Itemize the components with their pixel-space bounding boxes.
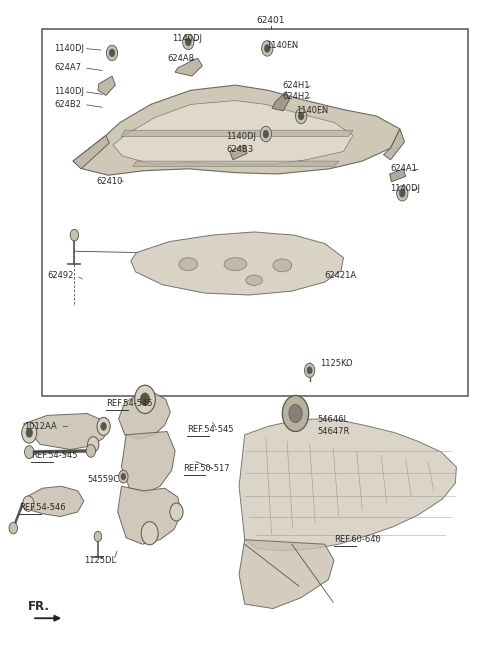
Text: 54559C: 54559C bbox=[87, 475, 119, 484]
Polygon shape bbox=[121, 432, 175, 493]
Text: 54646L: 54646L bbox=[318, 415, 349, 424]
Circle shape bbox=[396, 185, 408, 201]
Circle shape bbox=[86, 444, 96, 457]
Text: 1140DJ: 1140DJ bbox=[172, 34, 202, 43]
Circle shape bbox=[289, 405, 302, 422]
Circle shape bbox=[9, 522, 17, 534]
Text: REF.54-545: REF.54-545 bbox=[106, 399, 153, 409]
Polygon shape bbox=[118, 486, 181, 544]
Polygon shape bbox=[131, 232, 344, 295]
Circle shape bbox=[121, 473, 126, 480]
Text: 624H1: 624H1 bbox=[282, 81, 310, 89]
Text: FR.: FR. bbox=[28, 600, 50, 613]
Circle shape bbox=[296, 108, 307, 124]
Text: 62401: 62401 bbox=[256, 16, 285, 24]
Circle shape bbox=[140, 393, 150, 406]
Text: 1140DJ: 1140DJ bbox=[54, 44, 84, 53]
Circle shape bbox=[304, 363, 315, 377]
Circle shape bbox=[22, 422, 37, 443]
Circle shape bbox=[260, 126, 272, 142]
Circle shape bbox=[109, 49, 115, 57]
Text: 1140DJ: 1140DJ bbox=[391, 184, 420, 193]
Text: 1125DL: 1125DL bbox=[84, 556, 116, 565]
Text: 624B2: 624B2 bbox=[54, 100, 81, 109]
Circle shape bbox=[170, 503, 183, 521]
Text: REF.54-545: REF.54-545 bbox=[187, 425, 234, 434]
Circle shape bbox=[70, 229, 79, 241]
Polygon shape bbox=[24, 413, 108, 449]
Polygon shape bbox=[239, 539, 334, 608]
Ellipse shape bbox=[273, 259, 292, 272]
Circle shape bbox=[299, 112, 304, 120]
Polygon shape bbox=[272, 91, 289, 111]
Circle shape bbox=[307, 367, 312, 374]
Circle shape bbox=[97, 417, 110, 436]
Polygon shape bbox=[133, 161, 339, 166]
Polygon shape bbox=[239, 419, 456, 551]
Circle shape bbox=[262, 41, 273, 56]
Ellipse shape bbox=[179, 258, 198, 271]
Circle shape bbox=[87, 437, 99, 452]
Text: REF.60-640: REF.60-640 bbox=[334, 535, 381, 544]
Text: 54647R: 54647R bbox=[318, 427, 350, 436]
Circle shape bbox=[24, 445, 34, 459]
Circle shape bbox=[23, 496, 34, 511]
Text: 62492: 62492 bbox=[47, 271, 73, 280]
Circle shape bbox=[185, 38, 191, 46]
Text: REF.54-545: REF.54-545 bbox=[31, 451, 77, 461]
Circle shape bbox=[282, 396, 309, 432]
Polygon shape bbox=[119, 393, 170, 440]
Circle shape bbox=[134, 385, 156, 413]
Polygon shape bbox=[73, 85, 400, 175]
Text: 1140FN: 1140FN bbox=[266, 41, 298, 50]
Polygon shape bbox=[113, 101, 353, 164]
Text: 624B3: 624B3 bbox=[226, 145, 253, 154]
Circle shape bbox=[94, 532, 102, 541]
Polygon shape bbox=[23, 486, 84, 516]
Circle shape bbox=[263, 130, 269, 138]
Text: 624A7: 624A7 bbox=[54, 63, 81, 72]
Text: 1140FN: 1140FN bbox=[297, 106, 329, 116]
Polygon shape bbox=[229, 145, 247, 160]
Text: 62410: 62410 bbox=[96, 177, 123, 186]
Circle shape bbox=[26, 428, 33, 438]
Polygon shape bbox=[390, 169, 406, 182]
Text: 62421A: 62421A bbox=[324, 271, 357, 280]
Polygon shape bbox=[121, 130, 353, 137]
Polygon shape bbox=[175, 58, 203, 76]
Text: 1140DJ: 1140DJ bbox=[226, 132, 256, 141]
Circle shape bbox=[399, 189, 405, 197]
Polygon shape bbox=[98, 76, 115, 95]
Text: REF.54-546: REF.54-546 bbox=[19, 503, 66, 512]
Circle shape bbox=[107, 45, 118, 60]
Polygon shape bbox=[384, 129, 405, 160]
Circle shape bbox=[119, 470, 128, 483]
Circle shape bbox=[264, 45, 270, 53]
Circle shape bbox=[182, 34, 194, 50]
Bar bbox=[42, 29, 468, 396]
Ellipse shape bbox=[246, 275, 263, 285]
Text: 1140DJ: 1140DJ bbox=[54, 87, 84, 96]
Text: 624A8: 624A8 bbox=[167, 54, 194, 62]
Text: 624H2: 624H2 bbox=[282, 92, 310, 101]
Polygon shape bbox=[73, 135, 109, 169]
Ellipse shape bbox=[224, 258, 247, 271]
Circle shape bbox=[101, 422, 107, 430]
Text: 624A1: 624A1 bbox=[391, 164, 418, 173]
Text: REF.50-517: REF.50-517 bbox=[183, 464, 230, 473]
Text: 1125KO: 1125KO bbox=[320, 359, 353, 369]
Circle shape bbox=[141, 522, 158, 545]
Text: 1012AA: 1012AA bbox=[24, 422, 56, 431]
